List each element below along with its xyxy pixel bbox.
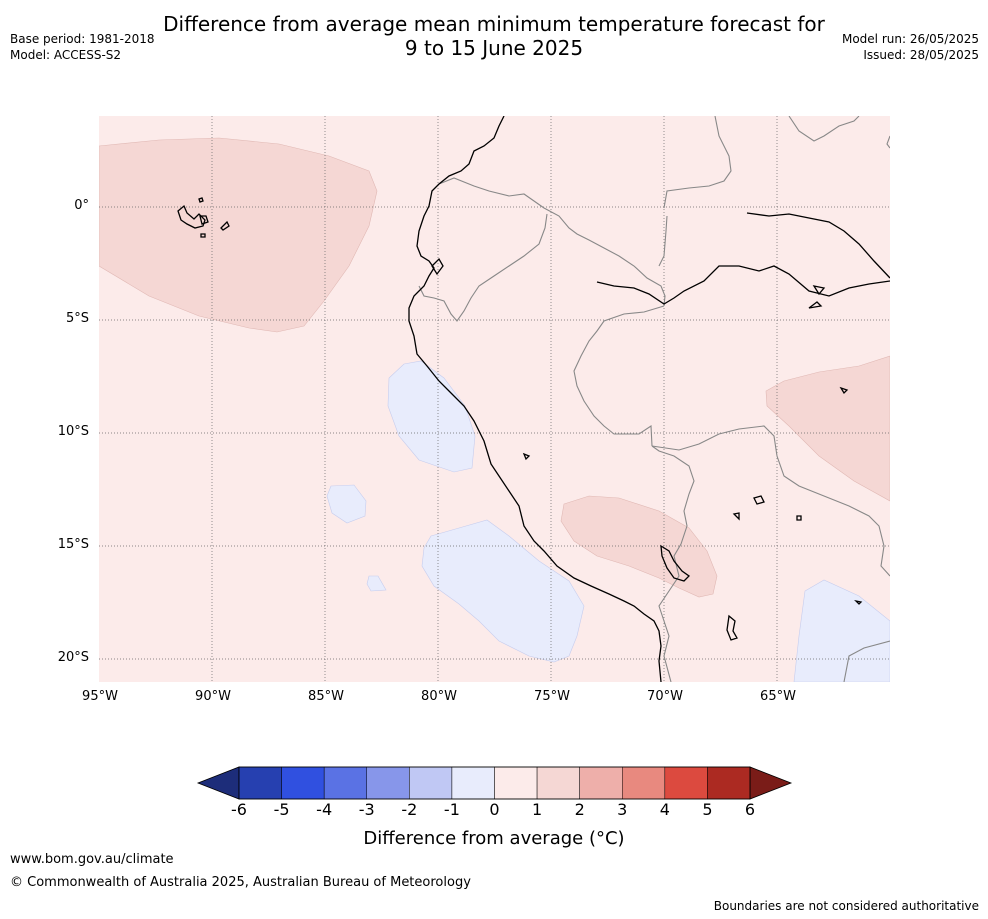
base-period: Base period: 1981-2018 [10, 32, 155, 46]
lat-label-0: 0° [74, 198, 89, 213]
colorbar-segment [536, 766, 580, 800]
cool-anomaly-southeast [793, 579, 890, 682]
lon-label-85w: 85°W [308, 689, 344, 704]
lon-label-75w: 75°W [534, 689, 570, 704]
colorbar-segment [494, 766, 538, 800]
warm-anomaly-galapagos [99, 137, 378, 333]
coastlines [177, 116, 890, 682]
colorbar-segment [323, 766, 368, 800]
forecast-map [99, 116, 890, 682]
colorbar-segment [238, 766, 282, 800]
warm-anomaly-east [765, 355, 890, 502]
colorbar-title-close: ) [617, 828, 625, 849]
cool-anomaly-peru-coast [387, 360, 476, 473]
issued-date: Issued: 28/05/2025 [863, 48, 979, 62]
lat-label-15s: 15°S [57, 537, 89, 552]
colorbar-segment [664, 766, 708, 800]
colorbar-tick-label: 6 [744, 800, 756, 819]
colorbar-tick-label: -5 [273, 800, 290, 819]
colorbar-tick-label: 2 [574, 800, 585, 819]
cool-anomaly-small-2 [366, 575, 387, 592]
colorbar-title-main: Difference from average ( [363, 828, 596, 849]
footer-url: www.bom.gov.au/climate [10, 852, 174, 867]
colorbar-tick-label: -4 [316, 800, 333, 819]
colorbar-frame [238, 766, 751, 800]
colorbar-tick-label: 1 [531, 800, 543, 819]
title-line-1: Difference from average mean minimum tem… [163, 12, 825, 36]
footer-note: Boundaries are not considered authoritat… [713, 899, 979, 913]
colorbar-tick-label: -3 [358, 800, 375, 819]
lon-label-80w: 80°W [421, 689, 457, 704]
lat-label-5s: 5°S [65, 311, 89, 326]
colorbar-segment [451, 766, 495, 800]
colorbar-title: Difference from average (°C) [0, 828, 988, 849]
colorbar-tick-label: 4 [659, 800, 670, 819]
lon-label-65w: 65°W [760, 689, 796, 704]
colorbar-tick-label: 0 [489, 800, 500, 819]
meta-right: Model run: 26/05/2025 Issued: 28/05/2025 [842, 31, 979, 63]
colorbar [196, 766, 793, 800]
colorbar-over-arrow [749, 766, 793, 800]
colorbar-tick-label: -6 [231, 800, 247, 819]
meta-left: Base period: 1981-2018 Model: ACCESS-S2 [10, 31, 155, 63]
colorbar-tick-label: -2 [401, 800, 418, 819]
gridlines [99, 116, 890, 682]
colorbar-segment [409, 766, 453, 800]
lon-label-70w: 70°W [647, 689, 683, 704]
lon-label-95w: 95°W [82, 689, 118, 704]
country-borders [418, 116, 890, 682]
colorbar-segment [281, 766, 325, 800]
colorbar-under-arrow [196, 766, 240, 800]
colorbar-title-unit: °C [595, 828, 618, 849]
colorbar-segment [366, 766, 410, 800]
colorbar-tick-label: -1 [443, 800, 460, 819]
footer-copyright: © Commonwealth of Australia 2025, Austra… [10, 875, 471, 890]
colorbar-tick-label: 3 [617, 800, 628, 819]
colorbar-segments [238, 766, 751, 800]
lon-label-90w: 90°W [195, 689, 231, 704]
cool-anomaly-small-1 [326, 484, 367, 524]
colorbar-tick-label: 5 [702, 800, 713, 819]
chart-title: Difference from average mean minimum tem… [0, 12, 988, 60]
colorbar-segment [579, 766, 623, 800]
colorbar-segment [707, 766, 751, 800]
model-run: Model run: 26/05/2025 [841, 32, 979, 46]
title-line-2: 9 to 15 June 2025 [404, 36, 584, 60]
lat-label-20s: 20°S [57, 650, 89, 665]
colorbar-segment [622, 766, 666, 800]
model-name: Model: ACCESS-S2 [10, 48, 122, 62]
lat-label-10s: 10°S [57, 424, 89, 439]
